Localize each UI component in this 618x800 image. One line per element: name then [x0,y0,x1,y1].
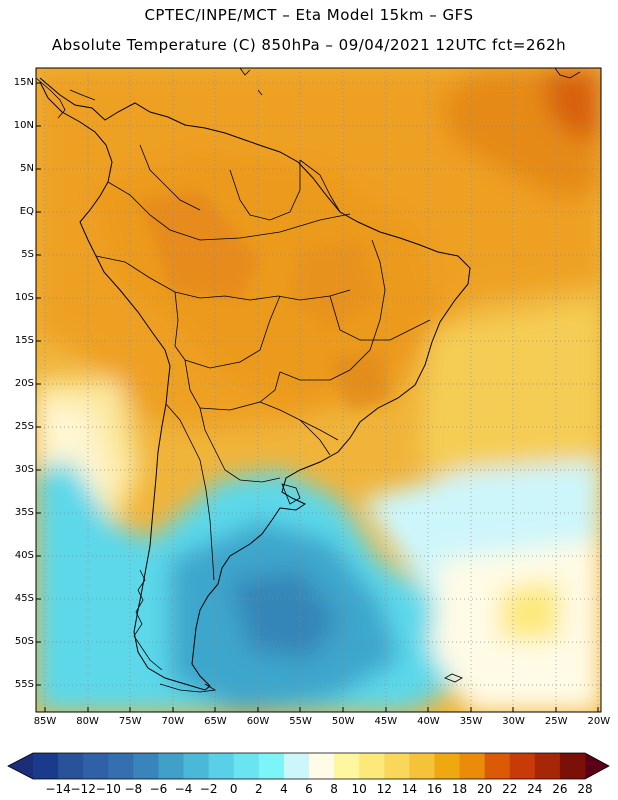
temperature-field [36,68,601,712]
lat-label: 10S [14,292,34,303]
colorbar-swatch [534,753,561,779]
colorbar-swatch [33,753,59,779]
colorbar-label: 0 [229,782,238,796]
lat-label: 35S [14,507,34,518]
colorbar-label: 16 [426,782,443,796]
map-title-line2: Absolute Temperature (C) 850hPa – 09/04/… [51,36,567,54]
colorbar-label: 20 [476,782,493,796]
lat-label: 5N [20,163,34,174]
lat-label: 45S [14,593,34,604]
map-title-line1: CPTEC/INPE/MCT – Eta Model 15km – GFS [144,6,474,24]
colorbar-outline [7,752,610,780]
lat-label: 30S [14,464,34,475]
south-america-coastline [39,77,471,691]
colorbar-label: −10 [95,782,121,796]
lat-label: 15N [13,77,34,88]
colorbar-swatch [258,753,285,779]
lon-label: 50W [331,716,355,727]
lon-label: 35W [459,716,483,727]
colorbar-end-low [8,753,33,779]
colorbar-label: 2 [254,782,263,796]
colorbar-swatch [108,753,134,779]
colorbar-end-high [585,753,609,779]
colorbar-label: 4 [280,782,288,796]
colorbar-swatch [58,753,84,779]
colorbar-swatch [459,753,486,779]
colorbar-label: −12 [70,782,96,796]
colorbar-swatch [133,753,159,779]
colorbar-swatch [208,753,235,779]
colorbar-swatch [183,753,210,779]
lon-label: 70W [161,716,185,727]
lon-label: 60W [246,716,270,727]
patagonia-islands [133,569,463,693]
colorbar-label: 28 [577,782,593,796]
colorbar-swatch [434,753,461,779]
colorbar-label: −4 [174,782,193,796]
colorbar-label: 6 [305,782,313,796]
lon-label: 65W [204,716,227,727]
lon-label: 20W [587,716,611,727]
lat-label: 50S [14,636,34,647]
colorbar-label: 10 [351,782,367,796]
colorbar [7,752,610,780]
lat-label: 40S [14,550,34,561]
colorbar-label: 8 [330,782,338,796]
lon-label: 85W [33,716,57,727]
colorbar-label: 12 [376,782,392,796]
lon-label: 30W [502,716,525,727]
colorbar-label: −6 [149,782,168,796]
colorbar-label: −14 [45,782,71,796]
lon-label: 55W [289,716,312,727]
lat-label: 10N [13,120,34,131]
lat-label: EQ [19,206,34,217]
lat-label: 25S [14,421,34,432]
lon-label: 45W [374,716,398,727]
colorbar-label: 26 [552,782,568,796]
colorbar-label: −2 [199,782,218,796]
colorbar-swatch [283,753,310,779]
lat-label: 20S [14,378,34,389]
lat-label: 5S [21,249,34,260]
colorbar-swatch [158,753,185,779]
lat-label: 55S [14,679,34,690]
caribbean-islands [36,68,581,505]
colorbar-swatch [309,753,335,779]
colorbar-label: 24 [527,782,543,796]
colorbar-swatch [509,753,536,779]
axis-ticks [36,82,599,712]
colorbar-swatch [409,753,435,779]
colorbar-swatch [484,753,511,779]
colorbar-label: 18 [451,782,468,796]
lon-label: 75W [118,716,142,727]
colorbar-swatch [559,753,586,779]
lon-label: 80W [76,716,99,727]
colorbar-label: 22 [502,782,518,796]
colorbar-label: −8 [124,782,143,796]
colorbar-swatch [233,753,260,779]
lat-label: 15S [14,335,34,346]
colorbar-swatch [334,753,360,779]
colorbar-label: 14 [401,782,417,796]
colorbar-swatch [384,753,410,779]
colorbar-swatch [83,753,109,779]
lon-label: 25W [544,716,568,727]
colorbar-swatch [359,753,385,779]
country-borders [95,144,431,581]
lon-label: 40W [417,716,440,727]
